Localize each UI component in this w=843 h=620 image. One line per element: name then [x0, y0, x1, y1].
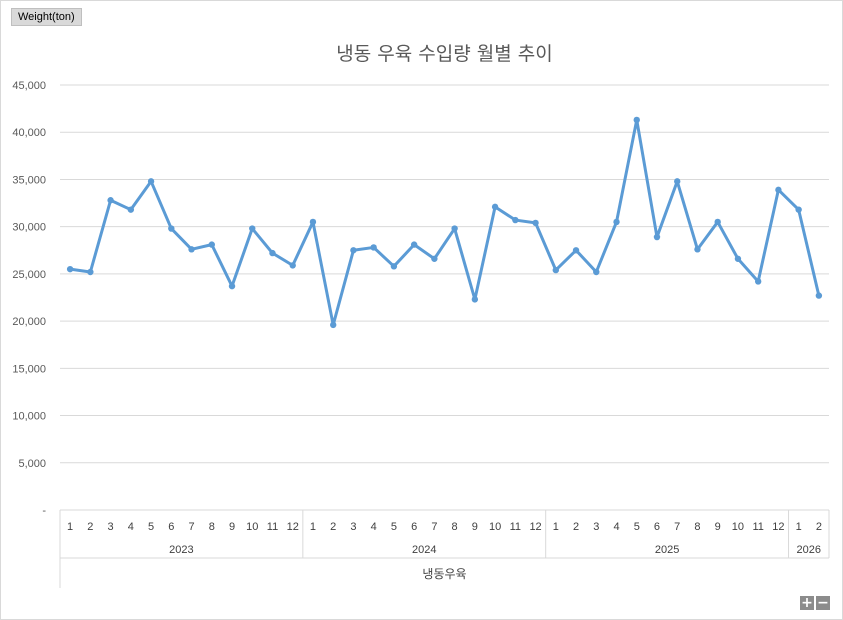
y-tick-label: 35,000	[12, 174, 46, 186]
x-tick-label-month: 7	[188, 521, 194, 533]
x-axis-title: 냉동우육	[422, 567, 466, 581]
data-point	[633, 116, 640, 124]
x-tick-label-month: 8	[694, 521, 700, 533]
data-point	[471, 296, 479, 303]
data-point	[249, 225, 256, 232]
x-tick-label-month: 1	[310, 521, 316, 533]
data-point	[775, 186, 782, 194]
data-point	[309, 218, 317, 226]
data-point	[208, 241, 215, 248]
data-point	[168, 225, 175, 232]
data-point	[410, 241, 418, 248]
data-point	[714, 218, 721, 226]
x-tick-label-month: 6	[411, 521, 417, 533]
data-point	[329, 321, 337, 329]
x-group-label-year: 2023	[169, 544, 193, 556]
zoom-out-button[interactable]: −	[816, 595, 830, 611]
y-tick-label: 15,000	[12, 363, 46, 375]
chart-title: 냉동 우육 수입량 월별 추이	[336, 43, 552, 65]
data-point	[754, 278, 762, 285]
x-tick-label-month: 6	[168, 521, 174, 533]
data-point	[228, 282, 236, 290]
x-tick-label-month: 10	[489, 521, 501, 533]
x-tick-label-month: 11	[752, 521, 763, 533]
data-point	[390, 263, 398, 270]
data-point	[532, 219, 539, 227]
x-tick-label-month: 8	[452, 521, 458, 533]
x-tick-label-month: 8	[209, 521, 215, 533]
x-tick-label-month: 5	[148, 521, 154, 533]
x-tick-label-month: 5	[634, 521, 640, 533]
x-group-label-year: 2025	[655, 544, 679, 556]
data-point	[734, 255, 742, 262]
data-point	[66, 265, 74, 273]
data-point	[491, 203, 499, 211]
x-tick-label-month: 3	[593, 521, 599, 533]
x-tick-label-month: 6	[654, 521, 660, 533]
x-tick-label-month: 11	[510, 521, 521, 533]
y-tick-label: 10,000	[12, 411, 46, 423]
x-group-label-year: 2026	[797, 544, 821, 556]
data-point	[188, 246, 195, 253]
x-tick-label-month: 3	[350, 521, 356, 533]
data-point	[795, 206, 802, 213]
y-tick-label: 40,000	[12, 127, 46, 139]
data-point	[269, 249, 276, 257]
data-point	[674, 178, 681, 185]
x-tick-label-month: 2	[330, 521, 336, 533]
x-tick-label-month: 1	[67, 521, 73, 533]
x-tick-label-month: 12	[529, 521, 541, 533]
data-point	[431, 255, 438, 262]
x-tick-label-month: 2	[816, 521, 822, 533]
data-point	[815, 292, 823, 299]
data-point	[147, 178, 155, 185]
y-tick-label: 30,000	[12, 222, 46, 234]
x-tick-label-month: 4	[613, 521, 619, 533]
x-tick-label-month: 9	[229, 521, 235, 533]
y-tick-label: 25,000	[12, 269, 46, 281]
x-tick-label-month: 10	[732, 521, 744, 533]
x-tick-label-month: 2	[87, 521, 93, 533]
x-tick-label-month: 12	[287, 521, 299, 533]
data-point	[127, 206, 135, 213]
x-tick-label-month: 2	[573, 521, 579, 533]
x-tick-label-month: 1	[796, 521, 802, 533]
series-line	[68, 118, 821, 327]
y-tick-label: -	[42, 505, 46, 517]
x-tick-label-month: 1	[553, 521, 559, 533]
x-tick-label-month: 7	[431, 521, 437, 533]
x-tick-label-month: 4	[371, 521, 377, 533]
x-tick-label-month: 7	[674, 521, 680, 533]
field-button-weight[interactable]: Weight(ton)	[11, 8, 82, 26]
y-tick-label: 20,000	[12, 316, 46, 328]
x-tick-label-month: 3	[108, 521, 114, 533]
data-point	[552, 266, 560, 274]
x-tick-label-month: 12	[772, 521, 784, 533]
x-tick-label-month: 5	[391, 521, 397, 533]
data-point	[350, 247, 357, 254]
data-point	[370, 244, 377, 251]
y-tick-label: 45,000	[12, 80, 46, 92]
x-tick-label-month: 4	[128, 521, 134, 533]
x-tick-label-month: 9	[715, 521, 721, 533]
data-point	[593, 268, 600, 276]
data-point	[451, 225, 458, 232]
data-point	[512, 216, 519, 224]
data-point	[289, 262, 296, 269]
x-tick-label-month: 11	[267, 521, 278, 533]
data-point	[653, 233, 661, 241]
data-point	[572, 247, 580, 254]
zoom-controls: + −	[800, 596, 830, 610]
data-point	[107, 197, 114, 204]
x-tick-label-month: 10	[246, 521, 258, 533]
data-point	[87, 268, 94, 276]
x-group-label-year: 2024	[412, 544, 436, 556]
data-point	[694, 246, 701, 253]
x-tick-label-month: 9	[472, 521, 478, 533]
data-point	[613, 218, 620, 226]
zoom-in-button[interactable]: +	[800, 595, 814, 611]
y-tick-label: 5,000	[18, 458, 46, 470]
